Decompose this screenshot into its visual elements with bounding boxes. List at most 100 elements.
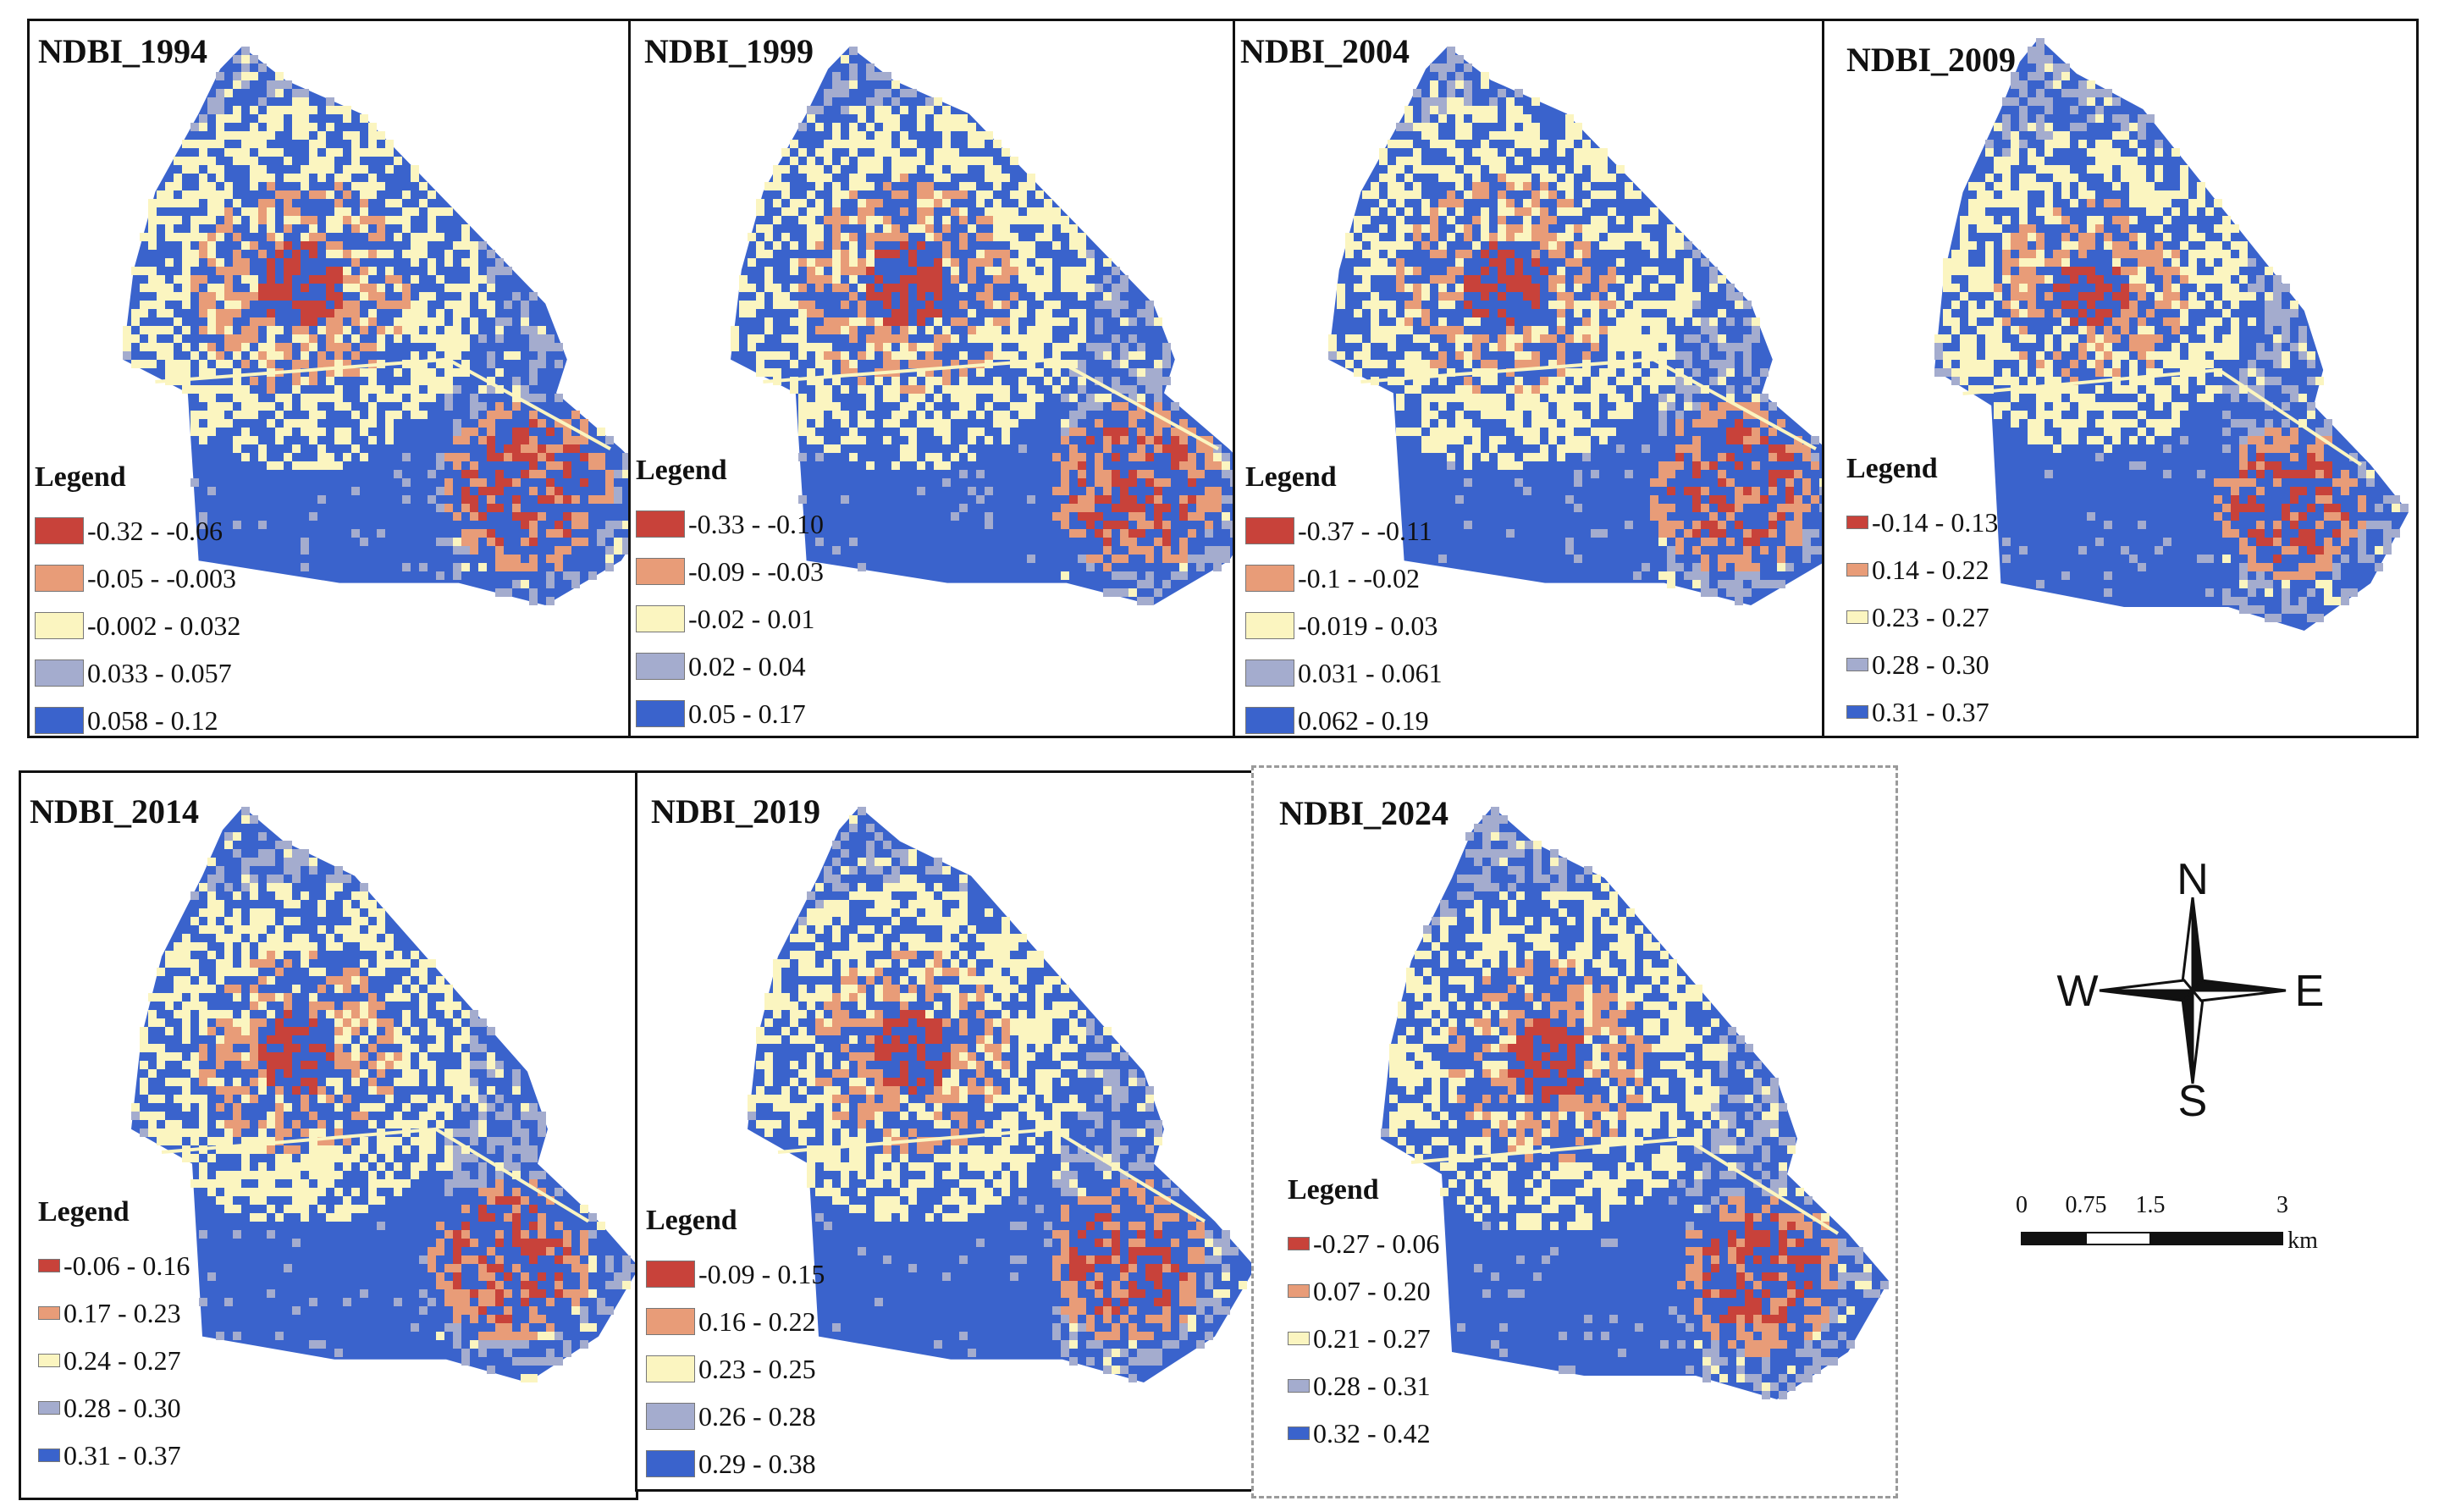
- legend-swatch: [38, 1259, 60, 1272]
- legend-item: -0.33 - -0.10: [636, 500, 824, 548]
- legend-item: -0.32 - -0.06: [35, 507, 240, 555]
- legend-label: -0.05 - -0.003: [87, 562, 236, 593]
- legend-item: -0.019 - 0.03: [1245, 602, 1443, 649]
- ndbi-raster-cells: [131, 807, 639, 1382]
- legend-item: 0.17 - 0.23: [38, 1289, 190, 1337]
- legend-swatch: [636, 558, 685, 585]
- legend-swatch: [1245, 659, 1294, 687]
- legend-item: 0.033 - 0.057: [35, 649, 240, 697]
- legend-swatch: [1288, 1379, 1310, 1393]
- panel-title: NDBI_1999: [644, 32, 814, 70]
- road-line: [155, 357, 611, 450]
- legend-swatch: [1245, 517, 1294, 544]
- legend-swatch: [1245, 612, 1294, 639]
- road-line: [763, 357, 1219, 450]
- legend-item: -0.09 - 0.15: [646, 1250, 825, 1298]
- legend-item: 0.031 - 0.061: [1245, 649, 1443, 697]
- legend-swatch: [636, 510, 685, 538]
- legend-label: 0.31 - 0.37: [1872, 696, 1989, 727]
- legend-swatch: [1846, 516, 1868, 529]
- panel-title: NDBI_2009: [1846, 41, 2017, 79]
- legend-label: 0.031 - 0.061: [1298, 657, 1443, 688]
- legend-swatch: [1288, 1237, 1310, 1250]
- legend-swatch: [1288, 1426, 1310, 1440]
- scale-tick-label: 3: [2276, 1192, 2288, 1218]
- legend-label: -0.002 - 0.032: [87, 610, 241, 641]
- legend-swatch: [38, 1306, 60, 1320]
- legend-label: 0.28 - 0.31: [1313, 1370, 1431, 1401]
- legend-label: 0.02 - 0.04: [688, 650, 806, 682]
- scale-unit-label: km: [2287, 1228, 2318, 1253]
- legend-label: 0.26 - 0.28: [698, 1400, 816, 1432]
- legend-label: 0.23 - 0.27: [1872, 601, 1989, 632]
- scale-tick-label: 1.5: [2136, 1192, 2166, 1218]
- panel-title: NDBI_2014: [30, 792, 200, 830]
- legend-label: 0.16 - 0.22: [698, 1305, 816, 1337]
- legend-label: 0.28 - 0.30: [1872, 648, 1989, 680]
- legend-label: 0.21 - 0.27: [1313, 1322, 1431, 1354]
- legend-label: -0.1 - -0.02: [1298, 562, 1420, 593]
- legend-label: 0.28 - 0.30: [63, 1392, 181, 1423]
- legend-label: -0.32 - -0.06: [87, 515, 223, 546]
- legend-label: 0.062 - 0.19: [1298, 704, 1429, 736]
- legend-swatch: [35, 517, 84, 544]
- compass-west-label: W: [2056, 967, 2098, 1016]
- legend-item: -0.002 - 0.032: [35, 602, 240, 649]
- legend: Legend -0.32 - -0.06 -0.05 - -0.003 -0.002…: [35, 461, 240, 744]
- legend-swatch: [35, 659, 84, 687]
- legend-swatch: [646, 1308, 695, 1335]
- legend-item: 0.23 - 0.27: [1846, 593, 1998, 641]
- legend-item: -0.14 - 0.13: [1846, 499, 1998, 546]
- legend: Legend -0.27 - 0.06 0.07 - 0.20 0.21 - 0.2…: [1288, 1174, 1439, 1457]
- compass-east-label: E: [2295, 967, 2325, 1016]
- map-panel-2014: NDBI_2014 Legend -0.06 - 0.16 0.17 - 0.23…: [19, 770, 639, 1500]
- road-line: [1360, 357, 1817, 450]
- legend-label: 0.033 - 0.057: [87, 657, 232, 688]
- legend-label: 0.058 - 0.12: [87, 704, 218, 736]
- legend-label: 0.05 - 0.17: [688, 698, 806, 729]
- legend-swatch: [646, 1355, 695, 1382]
- legend-item: 0.02 - 0.04: [636, 643, 824, 690]
- legend-swatch: [38, 1354, 60, 1367]
- legend-heading: Legend: [1288, 1174, 1379, 1206]
- legend-label: -0.33 - -0.10: [688, 508, 824, 539]
- road-line: [1962, 367, 2363, 466]
- ndbi-map: [748, 807, 1255, 1382]
- legend-item: -0.27 - 0.06: [1288, 1220, 1439, 1267]
- legend-item: 0.14 - 0.22: [1846, 546, 1998, 593]
- legend-swatch: [1245, 565, 1294, 592]
- legend-item: 0.07 - 0.20: [1288, 1267, 1439, 1315]
- scale-tick-label: 0: [2016, 1192, 2028, 1218]
- legend-item: 0.05 - 0.17: [636, 690, 824, 737]
- legend: Legend -0.06 - 0.16 0.17 - 0.23 0.24 - 0.2…: [38, 1196, 190, 1479]
- ndbi-map: [123, 47, 665, 605]
- legend: Legend -0.14 - 0.13 0.14 - 0.22 0.23 - 0.2…: [1846, 453, 1998, 736]
- compass-rose: N S W E: [2056, 864, 2325, 1117]
- legend-label: 0.17 - 0.23: [63, 1297, 181, 1328]
- legend-label: 0.31 - 0.37: [63, 1439, 181, 1471]
- ndbi-raster-cells: [1934, 38, 2409, 622]
- map-panel-2004: NDBI_2004 Legend -0.37 - -0.11 -0.1 - -0.…: [1233, 19, 1870, 738]
- legend-heading: Legend: [35, 461, 126, 493]
- legend-label: 0.07 - 0.20: [1313, 1275, 1431, 1306]
- legend-item: 0.29 - 0.38: [646, 1440, 825, 1487]
- ndbi-raster-cells: [731, 47, 1272, 605]
- scale-segment: [2085, 1232, 2151, 1245]
- legend-swatch: [35, 565, 84, 592]
- legend-swatch: [38, 1449, 60, 1462]
- legend: Legend -0.09 - 0.15 0.16 - 0.22 0.23 - 0.2…: [646, 1205, 825, 1487]
- legend-label: 0.32 - 0.42: [1313, 1417, 1431, 1449]
- legend-swatch: [636, 653, 685, 680]
- panel-title: NDBI_1994: [38, 32, 208, 70]
- legend-label: -0.019 - 0.03: [1298, 610, 1438, 641]
- legend-item: 0.062 - 0.19: [1245, 697, 1443, 744]
- legend-label: -0.09 - 0.15: [698, 1258, 825, 1289]
- compass-north-label: N: [2177, 864, 2209, 904]
- legend-label: -0.14 - 0.13: [1872, 506, 1999, 538]
- legend-swatch: [646, 1450, 695, 1477]
- legend: Legend -0.33 - -0.10 -0.09 - -0.03 -0.02 -…: [636, 455, 824, 737]
- legend-item: 0.058 - 0.12: [35, 697, 240, 744]
- road-line: [1410, 1136, 1840, 1235]
- legend-item: -0.05 - -0.003: [35, 555, 240, 602]
- legend-heading: Legend: [646, 1205, 737, 1236]
